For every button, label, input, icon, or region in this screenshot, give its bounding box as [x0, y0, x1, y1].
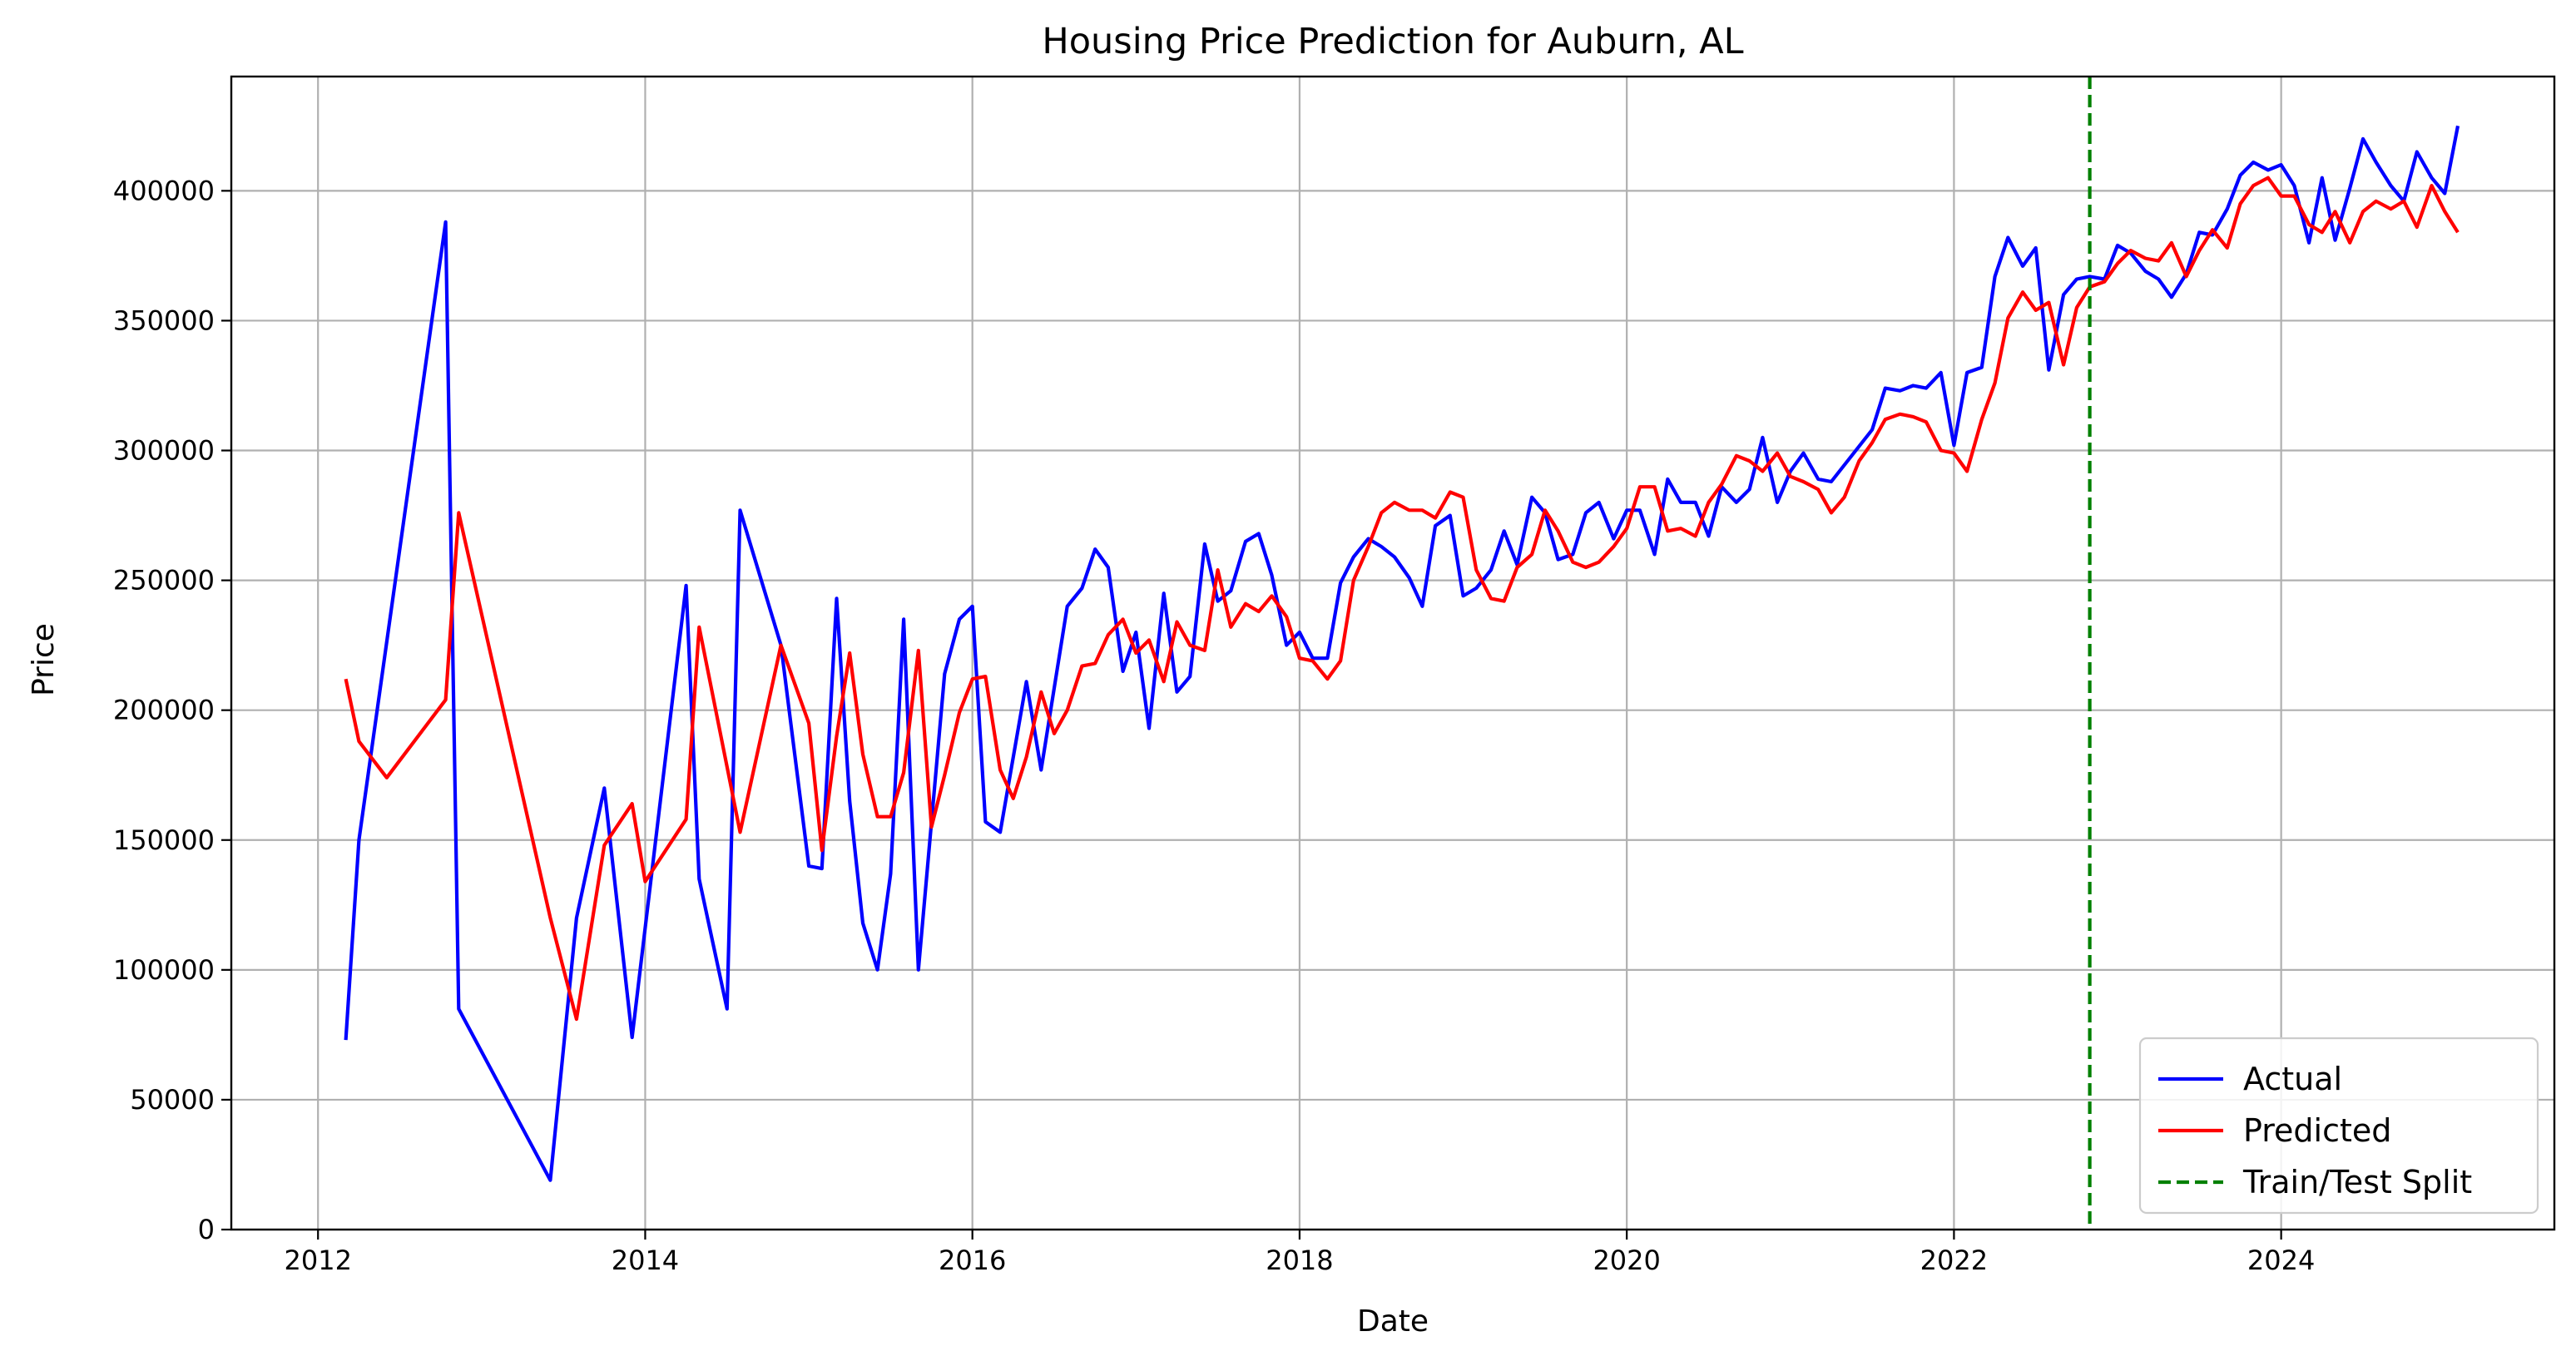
- y-tick-label: 50000: [130, 1084, 215, 1116]
- legend: Actual Predicted Train/Test Split: [2138, 1037, 2539, 1215]
- y-tick-label: 150000: [113, 824, 215, 856]
- legend-label-predicted: Predicted: [2243, 1112, 2391, 1149]
- y-tick-label: 350000: [113, 304, 215, 336]
- x-tick-label: 2022: [1920, 1245, 1988, 1276]
- chart-title: Housing Price Prediction for Auburn, AL: [1042, 21, 1743, 62]
- series-line-predicted: [344, 176, 2460, 1022]
- y-tick-label: 300000: [113, 435, 215, 467]
- y-tick-label: 250000: [113, 565, 215, 596]
- plot-frame: [230, 75, 2556, 1231]
- x-tick-label: 2018: [1266, 1245, 1333, 1276]
- y-tick-label: 400000: [113, 175, 215, 206]
- y-tick-label: 100000: [113, 954, 215, 986]
- legend-label-actual: Actual: [2243, 1061, 2342, 1097]
- legend-label-train-test-split: Train/Test Split: [2242, 1164, 2472, 1200]
- y-tick-label: 200000: [113, 695, 215, 726]
- x-tick-label: 2014: [612, 1245, 679, 1276]
- x-tick-label: 2024: [2247, 1245, 2315, 1276]
- x-axis-label: Date: [1357, 1304, 1429, 1339]
- x-tick-label: 2012: [284, 1245, 351, 1276]
- legend-box: [2138, 1037, 2539, 1215]
- y-axis-label: Price: [27, 623, 61, 696]
- y-tick-label: 0: [198, 1214, 215, 1245]
- x-tick-label: 2016: [939, 1245, 1006, 1276]
- x-tick-label: 2020: [1593, 1245, 1660, 1276]
